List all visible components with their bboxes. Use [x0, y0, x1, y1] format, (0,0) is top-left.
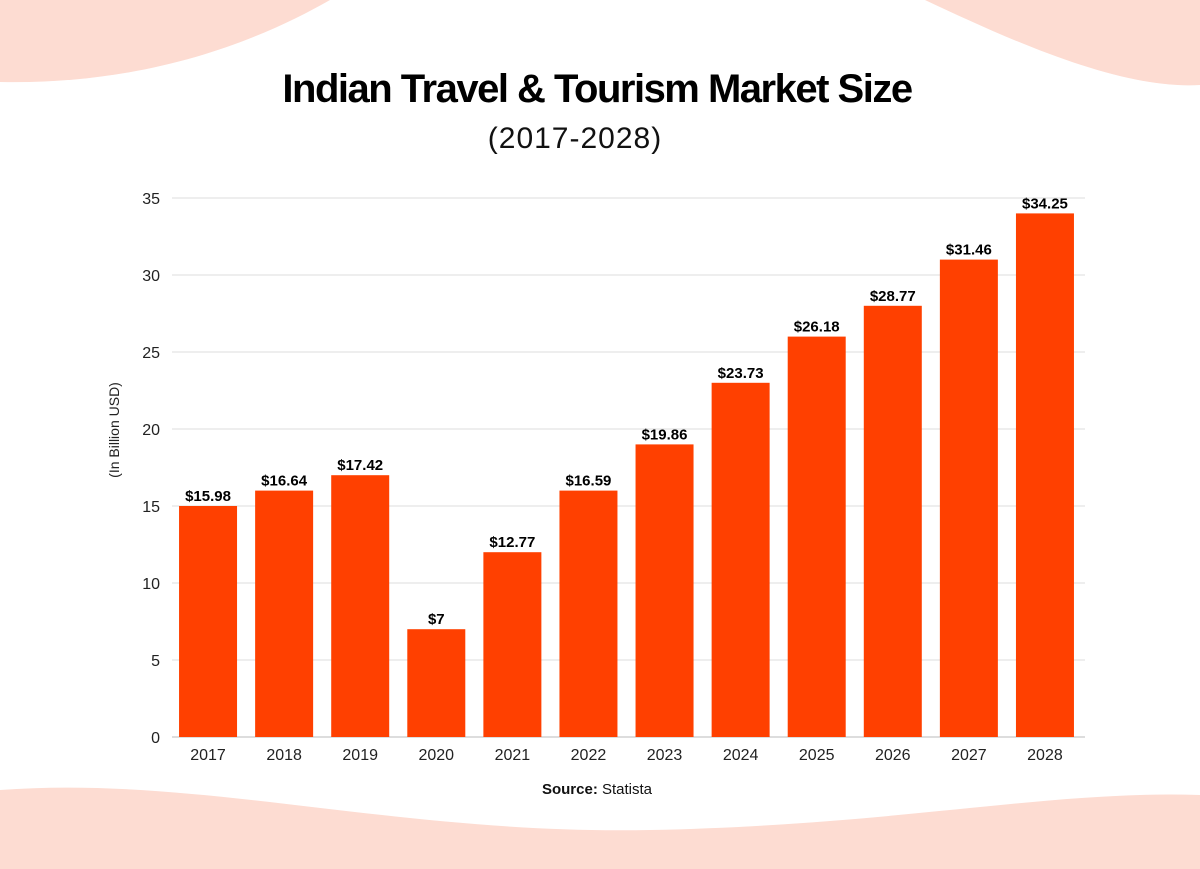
- chart-subtitle: (2017-2028): [488, 122, 662, 155]
- x-tick-label: 2024: [723, 747, 759, 764]
- decor-blob-top-left: [0, 0, 330, 83]
- bar-2024: [711, 382, 770, 737]
- y-tick-label: 15: [142, 499, 160, 516]
- data-label: $7: [428, 611, 445, 628]
- y-tick-label: 20: [142, 422, 160, 439]
- bar-2027: [939, 259, 998, 737]
- data-label: $12.77: [489, 534, 535, 551]
- x-tick-label: 2022: [571, 747, 607, 764]
- x-tick-label: 2018: [266, 747, 302, 764]
- y-tick-label: 5: [151, 653, 160, 670]
- data-label: $28.77: [870, 288, 916, 305]
- y-tick-label: 25: [142, 345, 160, 362]
- bar-2018: [255, 490, 314, 737]
- bar-2017: [179, 506, 238, 737]
- data-label: $34.25: [1022, 195, 1068, 212]
- data-label: $15.98: [185, 488, 231, 505]
- bar-2021: [483, 552, 542, 737]
- data-label: $17.42: [337, 457, 383, 474]
- x-tick-label: 2023: [647, 747, 683, 764]
- source-value: Statista: [602, 781, 653, 798]
- x-tick-label: 2019: [342, 747, 378, 764]
- x-tick-label: 2028: [1027, 747, 1063, 764]
- data-label: $16.59: [566, 473, 612, 490]
- data-label: $26.18: [794, 319, 840, 336]
- data-label: $16.64: [261, 473, 308, 490]
- bar-2019: [331, 475, 390, 737]
- y-tick-label: 0: [151, 730, 160, 747]
- decor-blob-bottom: [0, 787, 1200, 869]
- data-label: $31.46: [946, 242, 992, 259]
- bar-2025: [787, 336, 846, 737]
- y-tick-label: 35: [142, 191, 160, 208]
- y-tick-label: 30: [142, 268, 160, 285]
- y-tick-label: 10: [142, 576, 160, 593]
- decor-blob-top-right: [925, 0, 1200, 86]
- y-axis-label: (In Billion USD): [106, 382, 122, 478]
- bar-2022: [559, 490, 618, 737]
- x-tick-label: 2027: [951, 747, 987, 764]
- x-tick-label: 2025: [799, 747, 835, 764]
- source-note: Source: Statista: [542, 781, 653, 798]
- data-label: $23.73: [718, 365, 764, 382]
- source-label: Source:: [542, 781, 598, 798]
- bar-2023: [635, 444, 694, 737]
- chart-title: Indian Travel & Tourism Market Size: [282, 67, 911, 111]
- x-tick-label: 2026: [875, 747, 911, 764]
- bar-2026: [863, 305, 922, 737]
- data-label: $19.86: [642, 426, 688, 443]
- x-tick-label: 2020: [418, 747, 454, 764]
- bar-2020: [407, 629, 466, 737]
- x-tick-label: 2017: [190, 747, 226, 764]
- bar-2028: [1015, 213, 1074, 737]
- x-tick-label: 2021: [495, 747, 531, 764]
